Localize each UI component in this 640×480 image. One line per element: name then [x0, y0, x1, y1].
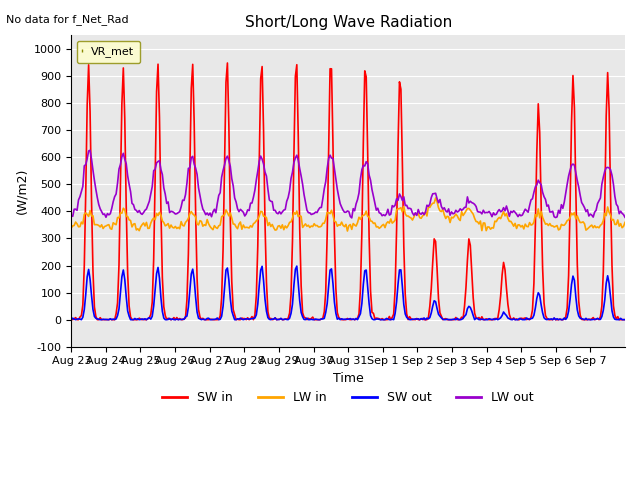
SW in — [105, 317, 113, 323]
Line: SW in: SW in — [71, 63, 625, 320]
SW out — [293, 263, 301, 269]
SW out — [354, 317, 362, 323]
SW out — [67, 317, 75, 323]
Y-axis label: (W/m2): (W/m2) — [15, 168, 28, 214]
SW in — [620, 317, 627, 323]
SW out — [463, 306, 471, 312]
LW in — [432, 195, 440, 201]
LW in — [621, 219, 629, 225]
LW in — [547, 223, 555, 229]
LW in — [86, 208, 94, 214]
LW in — [104, 222, 111, 228]
SW in — [621, 317, 629, 323]
LW out — [621, 215, 629, 220]
Text: No data for f_Net_Rad: No data for f_Net_Rad — [6, 14, 129, 25]
LW out — [355, 190, 363, 196]
SW out — [86, 276, 94, 282]
SW out — [621, 317, 629, 323]
SW in — [355, 311, 363, 317]
X-axis label: Time: Time — [333, 372, 364, 385]
LW in — [354, 220, 362, 226]
LW in — [620, 223, 627, 229]
SW out — [618, 317, 626, 323]
LW in — [344, 228, 351, 234]
SW in — [69, 317, 77, 323]
LW out — [547, 209, 555, 215]
SW out — [546, 316, 554, 322]
LW out — [86, 147, 94, 153]
SW in — [547, 317, 555, 323]
LW out — [67, 212, 75, 218]
LW out — [620, 212, 627, 217]
Line: LW in: LW in — [71, 198, 625, 231]
LW out — [105, 212, 113, 218]
LW out — [348, 215, 356, 221]
SW in — [223, 60, 231, 66]
Line: SW out: SW out — [71, 266, 625, 320]
SW in — [465, 236, 473, 242]
Line: LW out: LW out — [71, 150, 625, 218]
LW in — [465, 205, 473, 211]
LW in — [67, 225, 75, 231]
Title: Short/Long Wave Radiation: Short/Long Wave Radiation — [244, 15, 452, 30]
SW out — [104, 317, 111, 323]
LW out — [88, 156, 95, 162]
SW in — [88, 197, 95, 203]
LW out — [465, 200, 473, 206]
SW in — [67, 316, 75, 322]
Legend: SW in, LW in, SW out, LW out: SW in, LW in, SW out, LW out — [157, 386, 539, 409]
